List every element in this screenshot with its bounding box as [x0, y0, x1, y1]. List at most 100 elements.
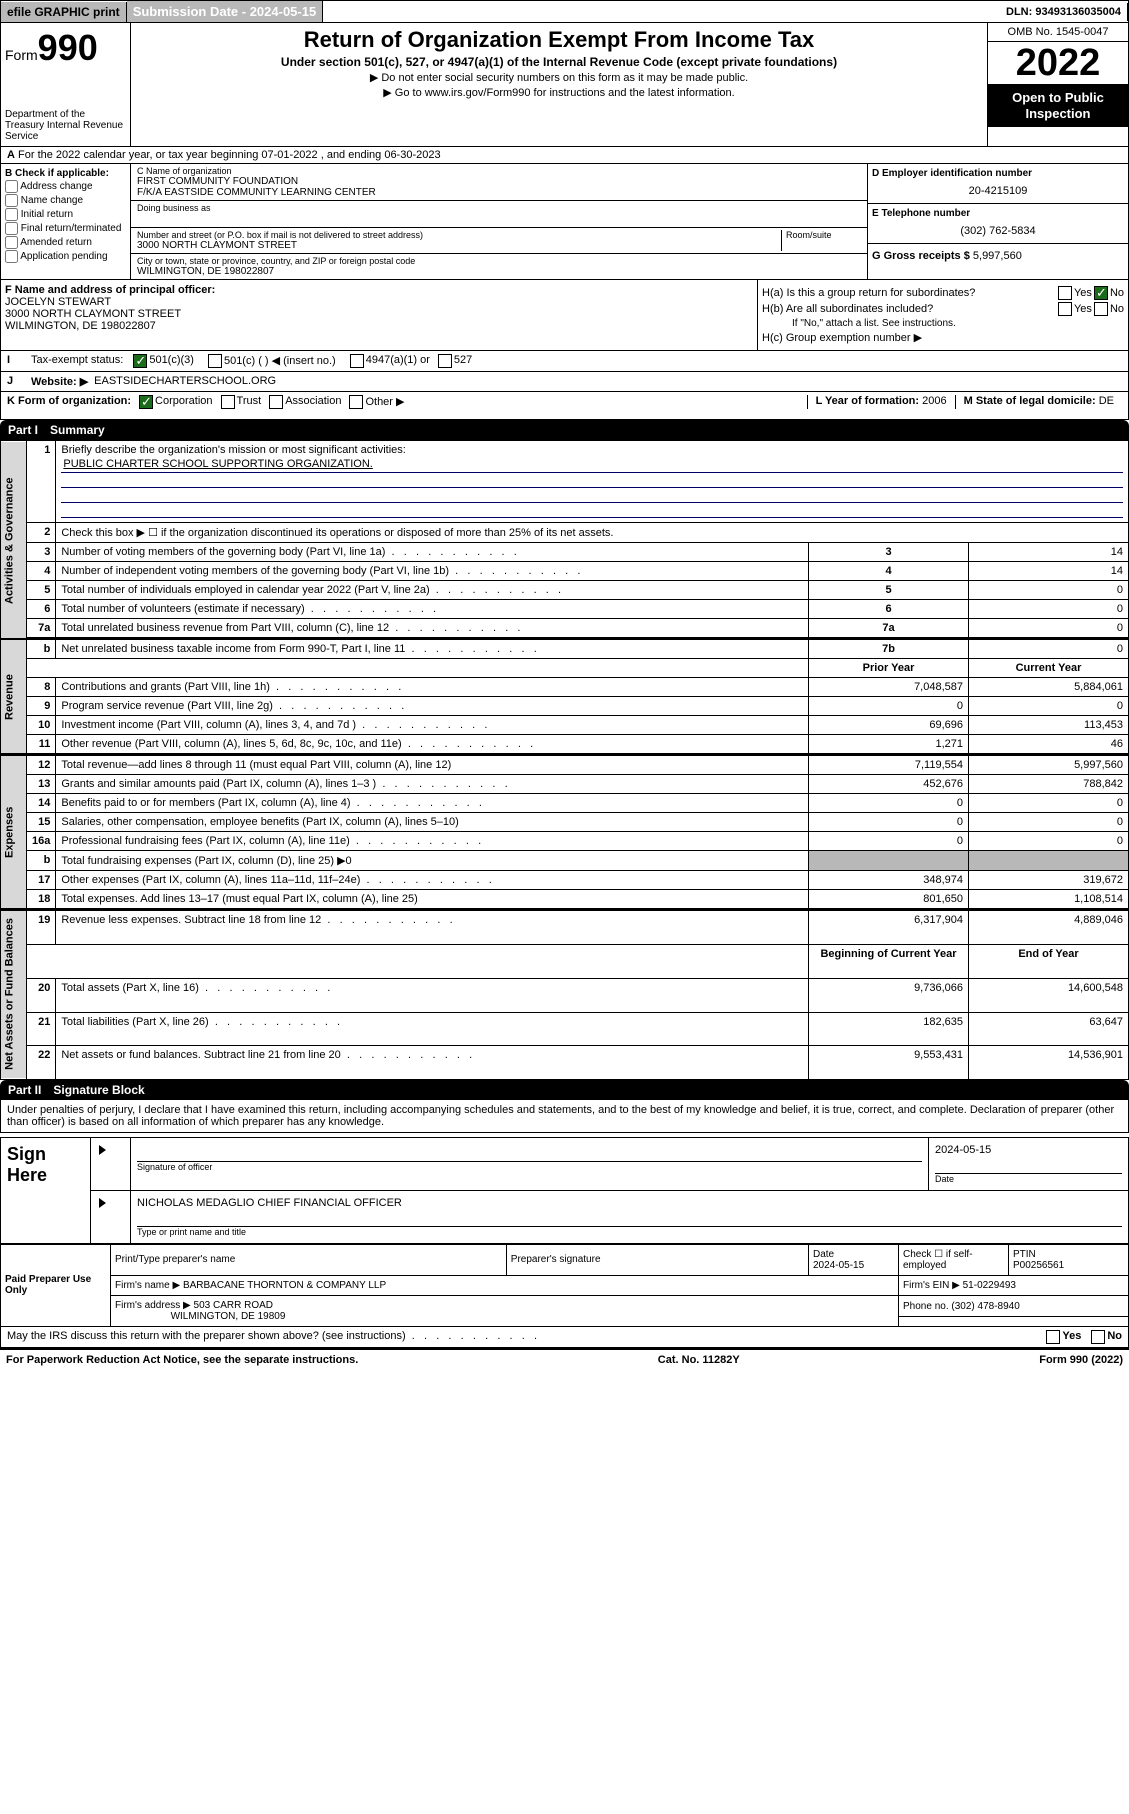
ssn-warning: ▶ Do not enter social security numbers o…: [139, 71, 979, 84]
hb-label: H(b) Are all subordinates included?: [762, 303, 1056, 315]
table-row: bTotal fundraising expenses (Part IX, co…: [1, 851, 1129, 871]
begin-year-hdr: Beginning of Current Year: [809, 945, 969, 979]
firm-addr1: 503 CARR ROAD: [194, 1300, 273, 1311]
domicile-value: DE: [1099, 395, 1114, 407]
form-label: Form: [5, 47, 38, 63]
officer-label: F Name and address of principal officer:: [5, 284, 215, 296]
ha-yes-checkbox[interactable]: [1058, 286, 1072, 300]
table-row: 16aProfessional fundraising fees (Part I…: [1, 832, 1129, 851]
box-h: H(a) Is this a group return for subordin…: [758, 280, 1128, 350]
phone-value: (302) 762-5834: [872, 225, 1124, 237]
type-name-label: Type or print name and title: [137, 1227, 1122, 1237]
efile-print-button[interactable]: efile GRAPHIC print: [1, 2, 127, 22]
org-name-label: C Name of organization: [137, 166, 861, 176]
ha-no-checkbox[interactable]: [1094, 286, 1108, 300]
chk-final-return[interactable]: Final return/terminated: [5, 222, 126, 235]
top-bar: efile GRAPHIC print Submission Date - 20…: [0, 0, 1129, 23]
side-label-na: Net Assets or Fund Balances: [1, 910, 27, 1080]
trust-checkbox[interactable]: [221, 395, 235, 409]
dept-label: Department of the Treasury Internal Reve…: [5, 109, 126, 142]
form-ref: Form 990 (2022): [1039, 1354, 1123, 1366]
prep-name-label: Print/Type preparer's name: [111, 1244, 507, 1275]
assoc-checkbox[interactable]: [269, 395, 283, 409]
website-value[interactable]: EASTSIDECHARTERSCHOOL.ORG: [94, 375, 276, 388]
self-employed-check[interactable]: Check ☐ if self-employed: [899, 1244, 1009, 1275]
firm-name-label: Firm's name ▶: [115, 1280, 180, 1291]
sig-date-value: 2024-05-15: [935, 1144, 1122, 1156]
527-label: 527: [454, 354, 472, 368]
table-row: 15Salaries, other compensation, employee…: [1, 813, 1129, 832]
preparer-table: Paid Preparer Use Only Print/Type prepar…: [0, 1244, 1129, 1327]
corp-checkbox[interactable]: [139, 395, 153, 409]
501c3-label: 501(c)(3): [149, 354, 194, 368]
addr-label: Number and street (or P.O. box if mail i…: [137, 230, 781, 240]
assoc-label: Association: [285, 395, 341, 409]
chk-address-change[interactable]: Address change: [5, 180, 126, 193]
may-discuss-text: May the IRS discuss this return with the…: [7, 1330, 1044, 1344]
firm-ein-value: 51-0229493: [963, 1280, 1016, 1291]
q1-answer: PUBLIC CHARTER SCHOOL SUPPORTING ORGANIZ…: [63, 458, 372, 470]
officer-printed-name: NICHOLAS MEDAGLIO CHIEF FINANCIAL OFFICE…: [137, 1197, 1122, 1209]
527-checkbox[interactable]: [438, 354, 452, 368]
box-b: B Check if applicable: Address change Na…: [1, 164, 131, 279]
caret-icon: [99, 1145, 106, 1155]
side-label-exp: Expenses: [1, 755, 27, 910]
firm-name-value: BARBACANE THORNTON & COMPANY LLP: [183, 1280, 386, 1291]
summary-table: Activities & Governance 1 Briefly descri…: [0, 440, 1129, 1080]
box-f: F Name and address of principal officer:…: [1, 280, 758, 350]
other-checkbox[interactable]: [349, 395, 363, 409]
table-row: 20Total assets (Part X, line 16)9,736,06…: [1, 978, 1129, 1012]
org-fka: F/K/A EASTSIDE COMMUNITY LEARNING CENTER: [137, 187, 861, 198]
side-label-rev: Revenue: [1, 639, 27, 755]
chk-amended[interactable]: Amended return: [5, 236, 126, 249]
submission-date-button[interactable]: Submission Date - 2024-05-15: [127, 1, 324, 22]
form-number: 990: [38, 27, 98, 68]
discuss-yes-checkbox[interactable]: [1046, 1330, 1060, 1344]
omb-cell: OMB No. 1545-0047 2022 Open to Public In…: [988, 23, 1128, 146]
room-label: Room/suite: [786, 230, 861, 240]
org-name: FIRST COMMUNITY FOUNDATION: [137, 176, 861, 187]
subtitle: Under section 501(c), 527, or 4947(a)(1)…: [139, 55, 979, 69]
discuss-no-checkbox[interactable]: [1091, 1330, 1105, 1344]
prior-year-hdr: Prior Year: [809, 659, 969, 678]
4947-checkbox[interactable]: [350, 354, 364, 368]
ha-label: H(a) Is this a group return for subordin…: [762, 287, 1056, 299]
section-bcd: B Check if applicable: Address change Na…: [0, 164, 1129, 280]
goto-link[interactable]: ▶ Go to www.irs.gov/Form990 for instruct…: [139, 86, 979, 99]
tax-exempt-label: Tax-exempt status:: [31, 354, 123, 368]
box-c: C Name of organization FIRST COMMUNITY F…: [131, 164, 868, 279]
chk-app-pending[interactable]: Application pending: [5, 250, 126, 263]
table-row: 14Benefits paid to or for members (Part …: [1, 794, 1129, 813]
form-number-cell: Form990 Department of the Treasury Inter…: [1, 23, 131, 146]
table-row: 13Grants and similar amounts paid (Part …: [1, 775, 1129, 794]
501c3-checkbox[interactable]: [133, 354, 147, 368]
officer-addr2: WILMINGTON, DE 198022807: [5, 320, 156, 332]
cat-number: Cat. No. 11282Y: [658, 1354, 740, 1366]
hb-yes-checkbox[interactable]: [1058, 302, 1072, 316]
part2-num: Part II: [8, 1083, 41, 1097]
q2-text: Check this box ▶ ☐ if the organization d…: [56, 523, 1129, 543]
part2-title: Signature Block: [53, 1083, 144, 1097]
main-title: Return of Organization Exempt From Incom…: [139, 27, 979, 53]
501c-checkbox[interactable]: [208, 354, 222, 368]
hb-no-checkbox[interactable]: [1094, 302, 1108, 316]
part1-num: Part I: [8, 423, 38, 437]
caret-icon: [99, 1198, 106, 1208]
firm-ein-label: Firm's EIN ▶: [903, 1280, 960, 1291]
table-row: 21Total liabilities (Part X, line 26)182…: [1, 1012, 1129, 1046]
table-row: 22Net assets or fund balances. Subtract …: [1, 1046, 1129, 1080]
pra-notice: For Paperwork Reduction Act Notice, see …: [6, 1354, 358, 1366]
table-row: 17Other expenses (Part IX, column (A), l…: [1, 871, 1129, 890]
officer-name: JOCELYN STEWART: [5, 296, 111, 308]
k-label: K Form of organization:: [7, 395, 131, 409]
chk-initial-return[interactable]: Initial return: [5, 208, 126, 221]
officer-addr1: 3000 NORTH CLAYMONT STREET: [5, 308, 181, 320]
city-state-zip: WILMINGTON, DE 198022807: [137, 266, 861, 277]
dln-label: DLN: 93493136035004: [1000, 3, 1128, 21]
part1-header: Part I Summary: [0, 420, 1129, 440]
table-row: Net Assets or Fund Balances 19Revenue le…: [1, 910, 1129, 945]
may-discuss-row: May the IRS discuss this return with the…: [0, 1327, 1129, 1348]
ptin-label: PTIN: [1013, 1249, 1036, 1260]
chk-name-change[interactable]: Name change: [5, 194, 126, 207]
current-year-hdr: Current Year: [969, 659, 1129, 678]
